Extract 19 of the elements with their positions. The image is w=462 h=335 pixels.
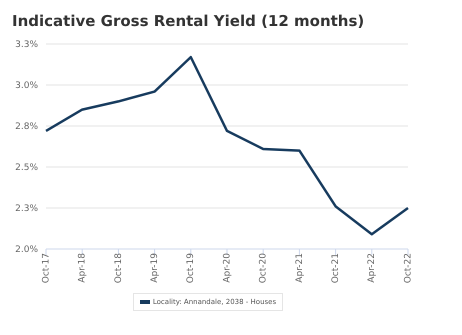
x-tick-label: Apr-21 [294, 253, 305, 283]
y-tick-label: 2.3% [15, 204, 38, 214]
x-tick-label: Apr-18 [78, 252, 88, 283]
x-tick-label: Oct-22 [403, 253, 414, 284]
x-tick-label: Apr-22 [367, 253, 378, 283]
y-tick-label: 3.0% [15, 81, 38, 92]
y-tick-label: 2.5% [15, 163, 38, 174]
x-tick-label: Oct-18 [114, 252, 124, 284]
x-tick-label: Apr-19 [150, 252, 160, 283]
x-tick-label: Oct-21 [330, 253, 341, 284]
x-tick-label: Oct-19 [186, 252, 196, 284]
y-tick-label: 2.8% [15, 122, 38, 132]
x-tick-label: Apr-20 [222, 252, 232, 283]
x-tick-label: Oct-20 [258, 252, 269, 284]
x-tick-label: Oct-17 [41, 253, 52, 284]
y-tick-label: 3.3% [15, 40, 38, 50]
line-series [44, 56, 410, 236]
y-tick-label: 2.0% [15, 245, 38, 256]
chart-title: Indicative Gross Rental Yield (12 months) [12, 12, 366, 30]
